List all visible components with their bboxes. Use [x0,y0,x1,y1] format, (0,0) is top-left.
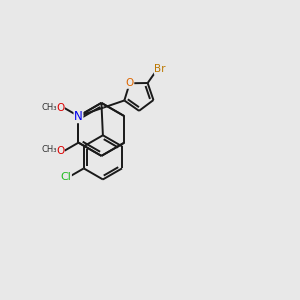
Text: N: N [74,110,83,123]
Text: O: O [56,146,64,156]
Text: O: O [125,78,134,88]
Text: O: O [56,103,64,113]
Text: Br: Br [154,64,166,74]
Text: CH₃: CH₃ [41,103,57,112]
Text: Cl: Cl [61,172,71,182]
Text: CH₃: CH₃ [41,146,57,154]
